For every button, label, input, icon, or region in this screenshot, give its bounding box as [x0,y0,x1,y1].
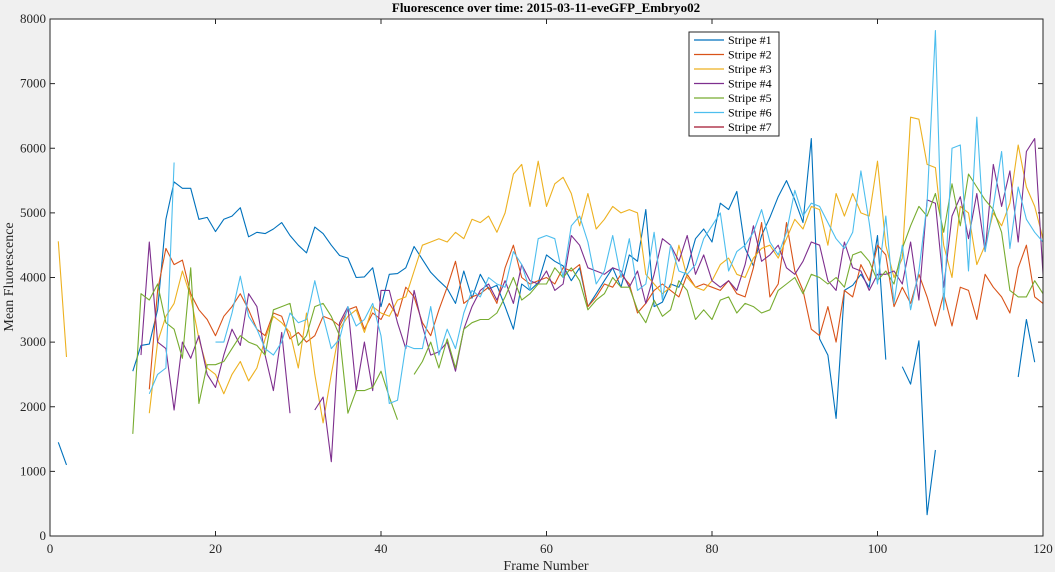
x-tick-label: 20 [209,541,222,556]
series-line-stripe-1 [57,138,1036,516]
axis-layer: 0 20 40 60 80 100 120 0 1000 2000 3000 4000 5000 6000… [20,11,1053,556]
legend-entry: Stripe #2 [728,48,772,62]
y-tick-label: 1000 [20,463,46,478]
series-line-stripe-3 [57,116,1044,424]
series-layer [57,30,1044,516]
legend-entry: Stripe #6 [728,106,772,120]
legend-entry: Stripe #1 [728,33,772,47]
y-tick-label: 3000 [20,334,46,349]
legend-entry: Stripe #7 [728,120,772,134]
series-line-stripe-5 [132,173,1044,434]
chart-title: Fluorescence over time: 2015-03-11-eveGF… [392,0,700,15]
y-tick-label: 5000 [20,205,46,220]
legend-entry: Stripe #4 [728,77,772,91]
legend-entry: Stripe #5 [728,91,772,105]
y-tick-label: 2000 [20,399,46,414]
x-tick-label: 100 [868,541,888,556]
y-tick-label: 7000 [20,76,46,91]
x-tick-label: 120 [1033,541,1053,556]
legend-entry: Stripe #3 [728,62,772,76]
x-tick-label: 60 [540,541,553,556]
y-tick-label: 6000 [20,140,46,155]
y-tick-label: 4000 [20,270,46,285]
x-tick-label: 40 [375,541,388,556]
x-axis-title: Frame Number [503,559,588,572]
series-line-stripe-2 [148,222,1044,390]
x-tick-label: 80 [706,541,719,556]
x-tick-label: 0 [47,541,54,556]
y-axis-title: Mean Fluorescence [2,222,17,331]
y-tick-label: 8000 [20,11,46,26]
y-tick-label: 0 [40,528,47,543]
series-line-stripe-6 [148,30,1044,405]
